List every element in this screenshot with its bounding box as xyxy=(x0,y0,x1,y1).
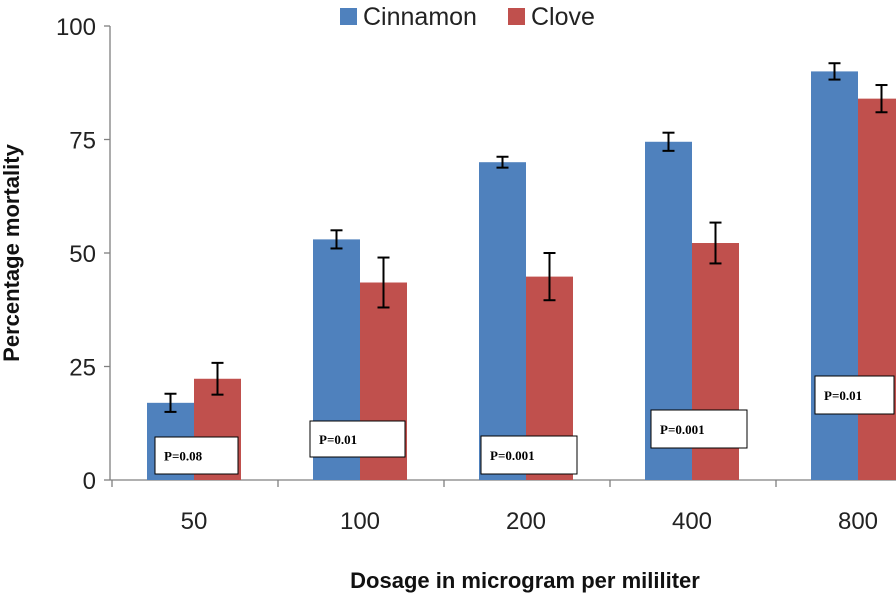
bar-clove xyxy=(858,98,896,480)
y-tick-label: 100 xyxy=(56,14,96,41)
p-value-box xyxy=(814,375,895,415)
y-tick-label: 75 xyxy=(69,128,96,155)
p-value-box xyxy=(480,435,578,475)
p-value-label: P=0.01 xyxy=(824,388,862,403)
bar-cinnamon xyxy=(479,162,526,480)
legend-label-clove: Clove xyxy=(531,3,595,31)
legend: Cinnamon Clove xyxy=(340,3,595,31)
p-value-label: P=0.001 xyxy=(490,448,535,463)
p-value-label: P=0.001 xyxy=(660,422,705,437)
p-value-label: P=0.01 xyxy=(319,432,357,447)
y-tick-label: 50 xyxy=(69,241,96,268)
legend-swatch-clove xyxy=(508,8,525,25)
p-value-box xyxy=(650,409,748,449)
x-tick-label: 800 xyxy=(838,508,878,535)
p-value-label: P=0.08 xyxy=(164,449,203,464)
p-value-box xyxy=(154,436,239,475)
legend-swatch-cinnamon xyxy=(340,8,357,25)
p-value-box xyxy=(309,420,406,458)
bar-cinnamon xyxy=(811,71,858,481)
legend-label-cinnamon: Cinnamon xyxy=(363,3,477,31)
x-axis-title: Dosage in microgram per mililiter xyxy=(350,568,700,593)
y-tick-label: 0 xyxy=(83,468,96,495)
x-tick-label: 50 xyxy=(181,508,208,535)
x-tick-label: 200 xyxy=(506,508,546,535)
plot-area: 0 25 50 75 100 50 100 200 400 800 P=0.08 P=0.01 P=0.… xyxy=(56,14,896,535)
y-axis-title: Percentage mortality xyxy=(0,143,24,361)
x-tick-label: 100 xyxy=(340,508,380,535)
y-tick-label: 25 xyxy=(69,355,96,382)
x-tick-label: 400 xyxy=(672,508,712,535)
